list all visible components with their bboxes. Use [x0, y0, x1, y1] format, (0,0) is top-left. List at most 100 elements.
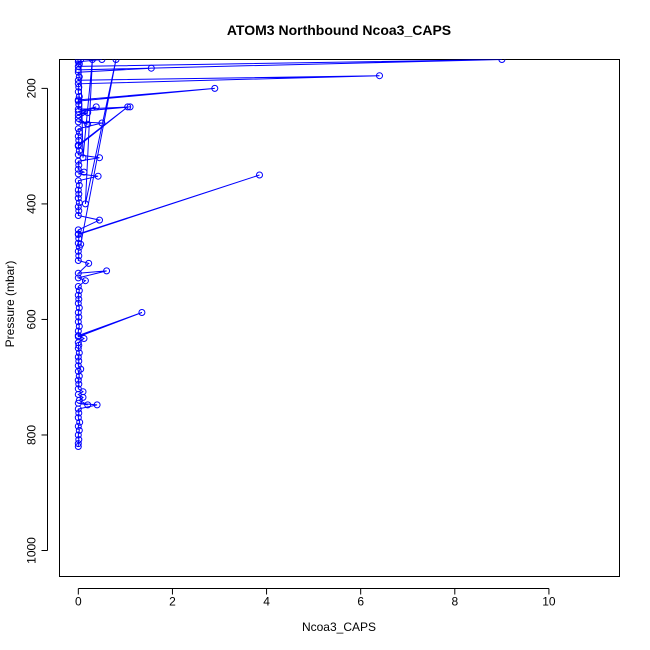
- data-point: [81, 200, 89, 208]
- data-point: [77, 59, 85, 63]
- y-axis: 200 400 600 800 1000: [25, 78, 48, 564]
- data-point: [88, 59, 96, 63]
- data-point: [74, 203, 82, 211]
- data-point: [74, 108, 82, 115]
- data-point: [75, 181, 83, 189]
- data-point: [74, 114, 82, 122]
- plot-area: [74, 59, 506, 450]
- data-point: [75, 304, 83, 312]
- data-point: [74, 165, 82, 173]
- data-point: [74, 105, 82, 113]
- data-point: [75, 341, 83, 349]
- data-point: [96, 216, 103, 224]
- data-point: [74, 257, 82, 264]
- data-point: [74, 443, 82, 450]
- data-point: [75, 161, 83, 169]
- data-point: [75, 349, 83, 357]
- data-point: [75, 190, 83, 198]
- data-point: [124, 103, 132, 111]
- plot-frame: [59, 59, 620, 577]
- data-point: [75, 372, 83, 380]
- data-point: [75, 380, 83, 388]
- y-tick-label: 1000: [25, 537, 39, 564]
- data-point: [74, 230, 82, 238]
- data-point: [74, 414, 82, 422]
- data-point: [147, 64, 155, 72]
- data-point: [75, 295, 83, 303]
- data-point: [74, 309, 82, 316]
- y-tick-label: 600: [25, 309, 39, 329]
- data-point: [74, 440, 82, 448]
- data-point: [79, 154, 87, 162]
- data-point: [74, 376, 82, 384]
- data-point: [74, 118, 82, 126]
- y-axis-label: Pressure (mbar): [3, 261, 17, 348]
- data-point: [103, 267, 111, 275]
- data-point: [74, 299, 82, 307]
- data-point: [74, 362, 82, 370]
- data-point: [75, 436, 83, 444]
- data-point: [74, 353, 82, 361]
- data-point: [74, 177, 82, 185]
- data-point: [74, 399, 82, 407]
- data-point: [96, 154, 103, 162]
- data-point: [75, 136, 83, 144]
- data-point: [81, 277, 89, 285]
- y-tick-label: 400: [25, 194, 39, 214]
- data-point: [126, 103, 134, 111]
- data-point: [498, 59, 506, 63]
- x-tick-label: 0: [75, 595, 82, 609]
- data-point: [75, 357, 83, 365]
- data-point: [138, 309, 146, 316]
- data-point: [112, 59, 120, 63]
- data-point: [74, 283, 82, 290]
- data-point: [77, 240, 85, 248]
- data-point: [74, 132, 82, 140]
- data-point: [74, 318, 82, 326]
- data-point: [98, 59, 106, 63]
- x-tick-label: 6: [357, 595, 364, 609]
- data-point: [75, 426, 83, 434]
- data-point: [211, 84, 219, 92]
- data-point: [75, 322, 83, 330]
- data-point: [256, 171, 263, 179]
- data-point: [85, 259, 93, 267]
- x-tick-label: 8: [451, 595, 458, 609]
- x-tick-label: 4: [263, 595, 270, 609]
- data-point: [74, 59, 82, 66]
- y-tick-label: 200: [25, 78, 39, 98]
- x-tick-label: 10: [542, 595, 556, 609]
- data-point: [75, 409, 83, 417]
- data-point: [74, 431, 82, 439]
- data-point: [74, 194, 82, 202]
- data-point: [74, 274, 82, 282]
- series-line-2: [80, 59, 117, 245]
- data-point: [75, 287, 83, 295]
- data-point: [75, 207, 83, 215]
- data-point: [76, 418, 84, 426]
- data-point: [74, 269, 82, 277]
- y-tick-label: 800: [25, 425, 39, 445]
- data-point: [75, 252, 83, 260]
- data-point: [94, 172, 102, 180]
- data-point: [74, 422, 82, 430]
- data-point: [92, 103, 100, 111]
- data-point: [74, 327, 82, 335]
- data-point: [75, 93, 83, 100]
- x-axis: 0 2 4 6 8 10: [75, 588, 556, 609]
- data-point: [376, 72, 383, 80]
- data-point: [74, 186, 82, 194]
- data-point: [75, 73, 83, 81]
- data-point: [74, 291, 82, 299]
- chart-title: ATOM3 Northbound Ncoa3_CAPS: [227, 22, 451, 38]
- data-point: [74, 59, 82, 63]
- data-point: [75, 313, 83, 321]
- data-point: [74, 385, 82, 393]
- data-point: [84, 401, 92, 409]
- series-line-1: [76, 59, 502, 447]
- x-tick-label: 2: [169, 595, 176, 609]
- data-point: [74, 125, 82, 133]
- data-point: [93, 401, 101, 409]
- x-axis-label: Ncoa3_CAPS: [302, 620, 376, 634]
